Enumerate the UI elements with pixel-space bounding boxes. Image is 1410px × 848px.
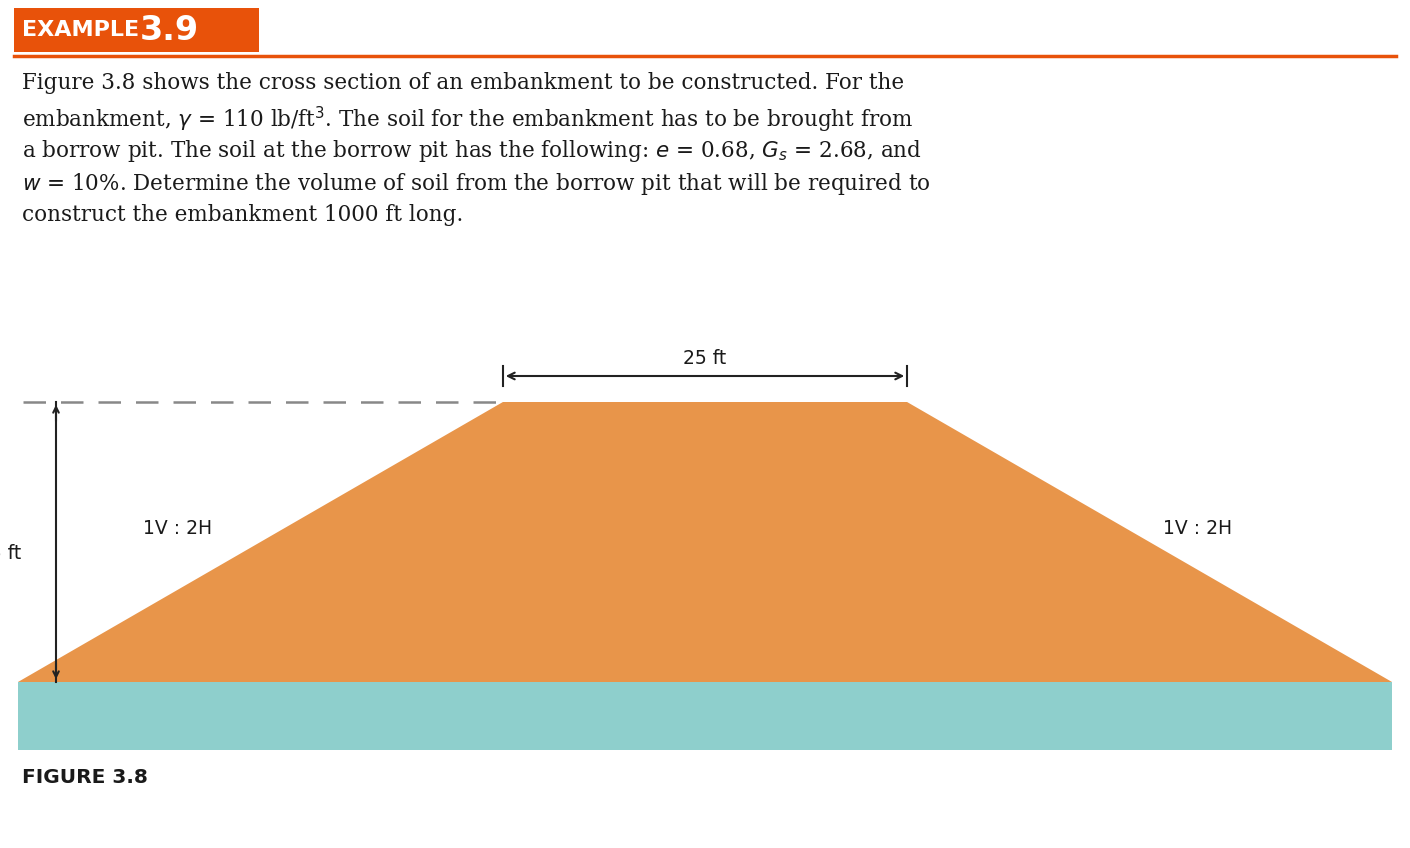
Text: FIGURE 3.8: FIGURE 3.8 xyxy=(23,768,148,787)
Text: 3.9: 3.9 xyxy=(140,14,199,47)
Text: Figure 3.8 shows the cross section of an embankment to be constructed. For the: Figure 3.8 shows the cross section of an… xyxy=(23,72,904,94)
Bar xyxy=(18,682,1392,750)
Text: construct the embankment 1000 ft long.: construct the embankment 1000 ft long. xyxy=(23,204,464,226)
Text: $w$ = 10%. Determine the volume of soil from the borrow pit that will be require: $w$ = 10%. Determine the volume of soil … xyxy=(23,171,931,197)
Text: a borrow pit. The soil at the borrow pit has the following: $e$ = 0.68, $G_s$ = : a borrow pit. The soil at the borrow pit… xyxy=(23,138,922,164)
Bar xyxy=(14,8,259,52)
Text: EXAMPLE: EXAMPLE xyxy=(23,20,147,40)
Text: embankment, $\gamma$ = 110 lb/ft$^3$. The soil for the embankment has to be brou: embankment, $\gamma$ = 110 lb/ft$^3$. Th… xyxy=(23,105,914,135)
Text: 1V : 2H: 1V : 2H xyxy=(144,518,213,538)
Text: 25 ft: 25 ft xyxy=(684,349,726,368)
Text: 1V : 2H: 1V : 2H xyxy=(1163,518,1232,538)
Text: 15 ft: 15 ft xyxy=(0,544,21,563)
Polygon shape xyxy=(18,402,1392,682)
